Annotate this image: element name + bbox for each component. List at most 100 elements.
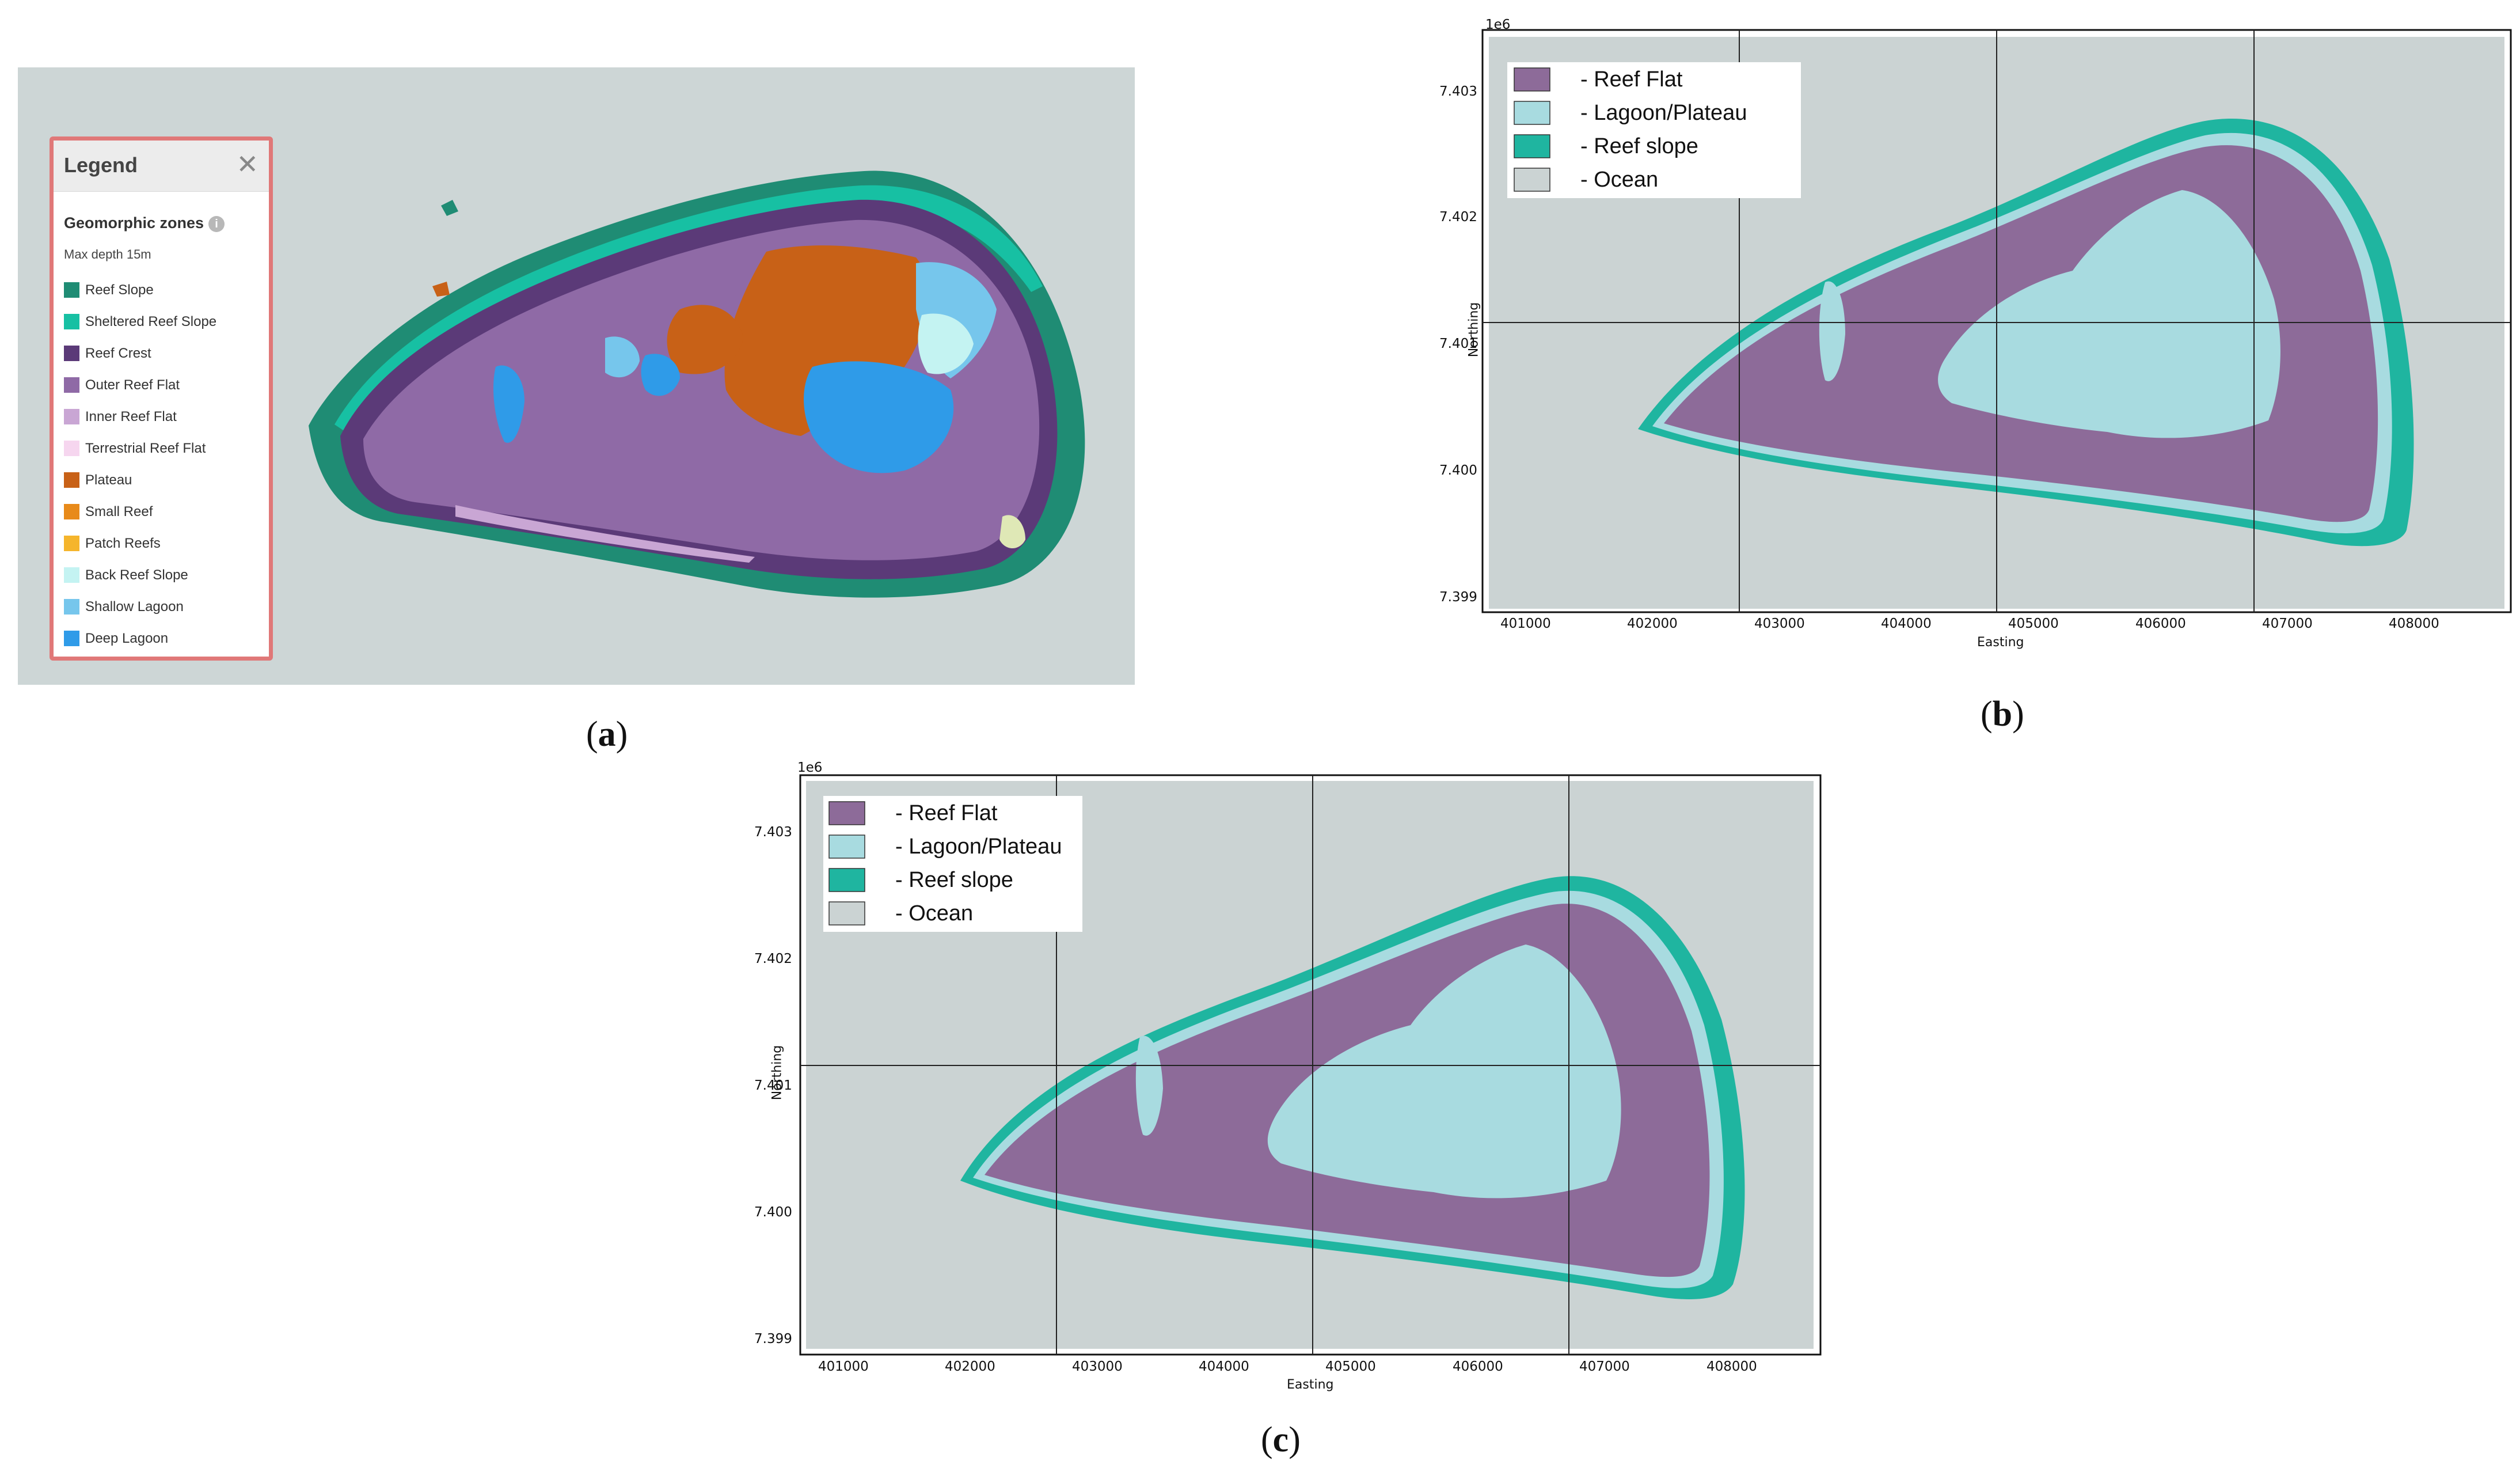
legend-swatch <box>1514 101 1550 125</box>
legend-item: Sheltered Reef Slope <box>64 306 216 337</box>
small-reef-fragment <box>441 200 458 216</box>
legend-label: Shallow Lagoon <box>85 598 184 615</box>
legend-item: Small Reef <box>64 496 216 528</box>
legend-swatch <box>64 441 79 456</box>
offset-label: 1e6 <box>1485 17 1511 32</box>
x-tick-label: 407000 <box>1579 1359 1630 1374</box>
legend-swatch <box>64 631 79 646</box>
lagoon-island <box>1819 281 1845 381</box>
panel-b-classified-map: - Reef Flat - Lagoon/Plateau - Reef slope -… <box>1439 0 2520 662</box>
legend-label: - Reef slope <box>895 868 1013 892</box>
y-axis-title: Northing <box>770 1045 785 1101</box>
legend-label: Deep Lagoon <box>85 630 169 646</box>
y-tick-label: 7.399 <box>754 1332 792 1347</box>
shallow-lagoon-zone-2 <box>605 336 640 378</box>
legend-swatch <box>64 282 79 298</box>
x-tick-label: 403000 <box>1754 616 1805 631</box>
legend-swatch <box>64 599 79 615</box>
caption-a-letter: a <box>598 715 616 754</box>
panel-c-classified-map: - Reef Flat - Lagoon/Plateau - Reef slope -… <box>743 760 1837 1411</box>
panel-a-geomorphic-map: Legend ✕ Geomorphic zones i Max depth 15m… <box>18 67 1135 685</box>
sheltered-reef-slope-zone <box>335 185 1043 436</box>
legend-swatch <box>64 504 79 519</box>
legend-label: - Ocean <box>895 901 973 926</box>
legend-label: Terrestrial Reef Flat <box>85 440 206 456</box>
x-tick-label: 401000 <box>1500 616 1551 631</box>
y-tick-label: 7.403 <box>1439 84 1477 99</box>
legend-label: Plateau <box>85 472 132 488</box>
lagoon-island <box>1135 1036 1163 1136</box>
legend-swatch <box>1514 168 1550 192</box>
back-reef-slope-zone <box>918 313 974 374</box>
legend-item: Terrestrial Reef Flat <box>64 433 216 464</box>
offset-label: 1e6 <box>797 760 823 775</box>
plot-legend-items: - Reef Flat - Lagoon/Plateau - Reef slope -… <box>1514 67 1747 192</box>
x-axis-title: Easting <box>1287 1378 1334 1392</box>
deep-lagoon-zone-3 <box>493 365 524 443</box>
map-legend-panel: Legend ✕ Geomorphic zones i Max depth 15m… <box>50 136 273 661</box>
x-tick-label: 402000 <box>945 1359 995 1374</box>
info-icon[interactable]: i <box>208 215 225 232</box>
legend-label: - Reef Flat <box>895 801 998 825</box>
legend-items: Reef Slope Sheltered Reef Slope Reef Crest… <box>64 274 216 654</box>
legend-swatch <box>828 868 865 892</box>
y-tick-label: 7.401 <box>1439 336 1477 351</box>
caption-c-letter: c <box>1272 1420 1289 1459</box>
legend-item: Back Reef Slope <box>64 559 216 591</box>
legend-swatch <box>828 801 865 825</box>
lagoon-interior <box>1267 945 1621 1198</box>
x-tick-label: 403000 <box>1072 1359 1123 1374</box>
legend-section-title: Geomorphic zones i <box>64 214 225 232</box>
legend-label: - Ocean <box>1580 168 1658 192</box>
x-tick-label: 402000 <box>1627 616 1678 631</box>
legend-item: Patch Reefs <box>64 528 216 559</box>
legend-title: Legend <box>64 153 138 177</box>
small-reef-fragment-2 <box>432 282 450 297</box>
legend-swatch <box>1514 134 1550 158</box>
y-tick-label: 7.402 <box>1439 210 1477 225</box>
legend-item: Reef Crest <box>64 337 216 369</box>
legend-section-label: Geomorphic zones <box>64 214 204 232</box>
y-tick-label: 7.402 <box>754 951 792 966</box>
inner-reef-flat-zone <box>455 505 755 563</box>
legend-label: - Lagoon/Plateau <box>1580 101 1747 125</box>
deep-lagoon-zone-2 <box>641 354 680 396</box>
caption-b-letter: b <box>1992 695 2013 734</box>
lagoon-interior <box>1938 190 2280 438</box>
legend-label: Reef Slope <box>85 282 154 298</box>
y-tick-label: 7.403 <box>754 825 792 840</box>
x-tick-label: 405000 <box>2008 616 2059 631</box>
caption-a: (a) <box>586 715 628 754</box>
plot-legend-box <box>823 796 1082 932</box>
y-tick-label: 7.400 <box>754 1205 792 1220</box>
legend-item: Deep Lagoon <box>64 623 216 654</box>
x-tick-label: 404000 <box>1199 1359 1249 1374</box>
legend-header: Legend ✕ <box>54 141 269 192</box>
legend-label: Inner Reef Flat <box>85 408 177 424</box>
legend-swatch <box>828 835 865 859</box>
x-axis-title: Easting <box>1977 635 2024 650</box>
terrestrial-patch-zone <box>999 515 1025 548</box>
x-tick-label: 406000 <box>1453 1359 1503 1374</box>
x-tick-label: 405000 <box>1325 1359 1376 1374</box>
y-tick-label: 7.399 <box>1439 590 1477 605</box>
close-icon[interactable]: ✕ <box>236 149 259 179</box>
legend-swatch <box>64 409 79 424</box>
legend-label: Small Reef <box>85 503 153 519</box>
y-tick-label: 7.401 <box>754 1078 792 1093</box>
legend-swatch <box>64 346 79 361</box>
legend-swatch <box>64 536 79 551</box>
caption-c: (c) <box>1261 1420 1301 1459</box>
deep-lagoon-zone <box>804 361 954 473</box>
legend-swatch <box>64 567 79 583</box>
legend-label: - Lagoon/Plateau <box>895 835 1062 859</box>
legend-label: - Reef slope <box>1580 134 1698 158</box>
legend-item: Shallow Lagoon <box>64 591 216 623</box>
y-axis-title: Northing <box>1466 302 1481 358</box>
legend-label: - Reef Flat <box>1580 67 1683 92</box>
y-tick-label: 7.400 <box>1439 463 1477 478</box>
x-tick-label: 408000 <box>1706 1359 1757 1374</box>
x-tick-label: 401000 <box>818 1359 869 1374</box>
legend-label: Patch Reefs <box>85 535 161 551</box>
geomorphic-zones-map <box>309 170 1085 598</box>
